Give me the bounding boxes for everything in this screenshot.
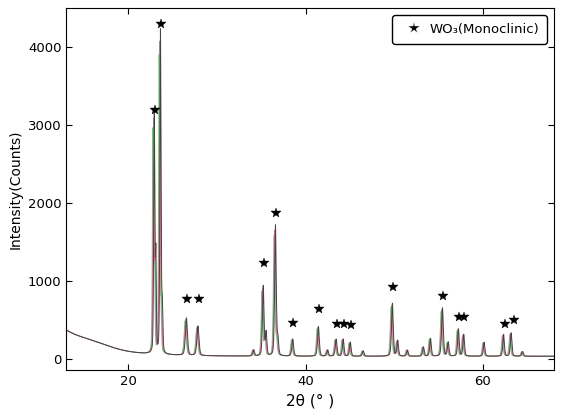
Y-axis label: Intensity(Counts): Intensity(Counts) [8,130,22,249]
X-axis label: 2θ (° ): 2θ (° ) [286,394,334,409]
Legend: WO₃(Monoclinic): WO₃(Monoclinic) [392,15,547,44]
